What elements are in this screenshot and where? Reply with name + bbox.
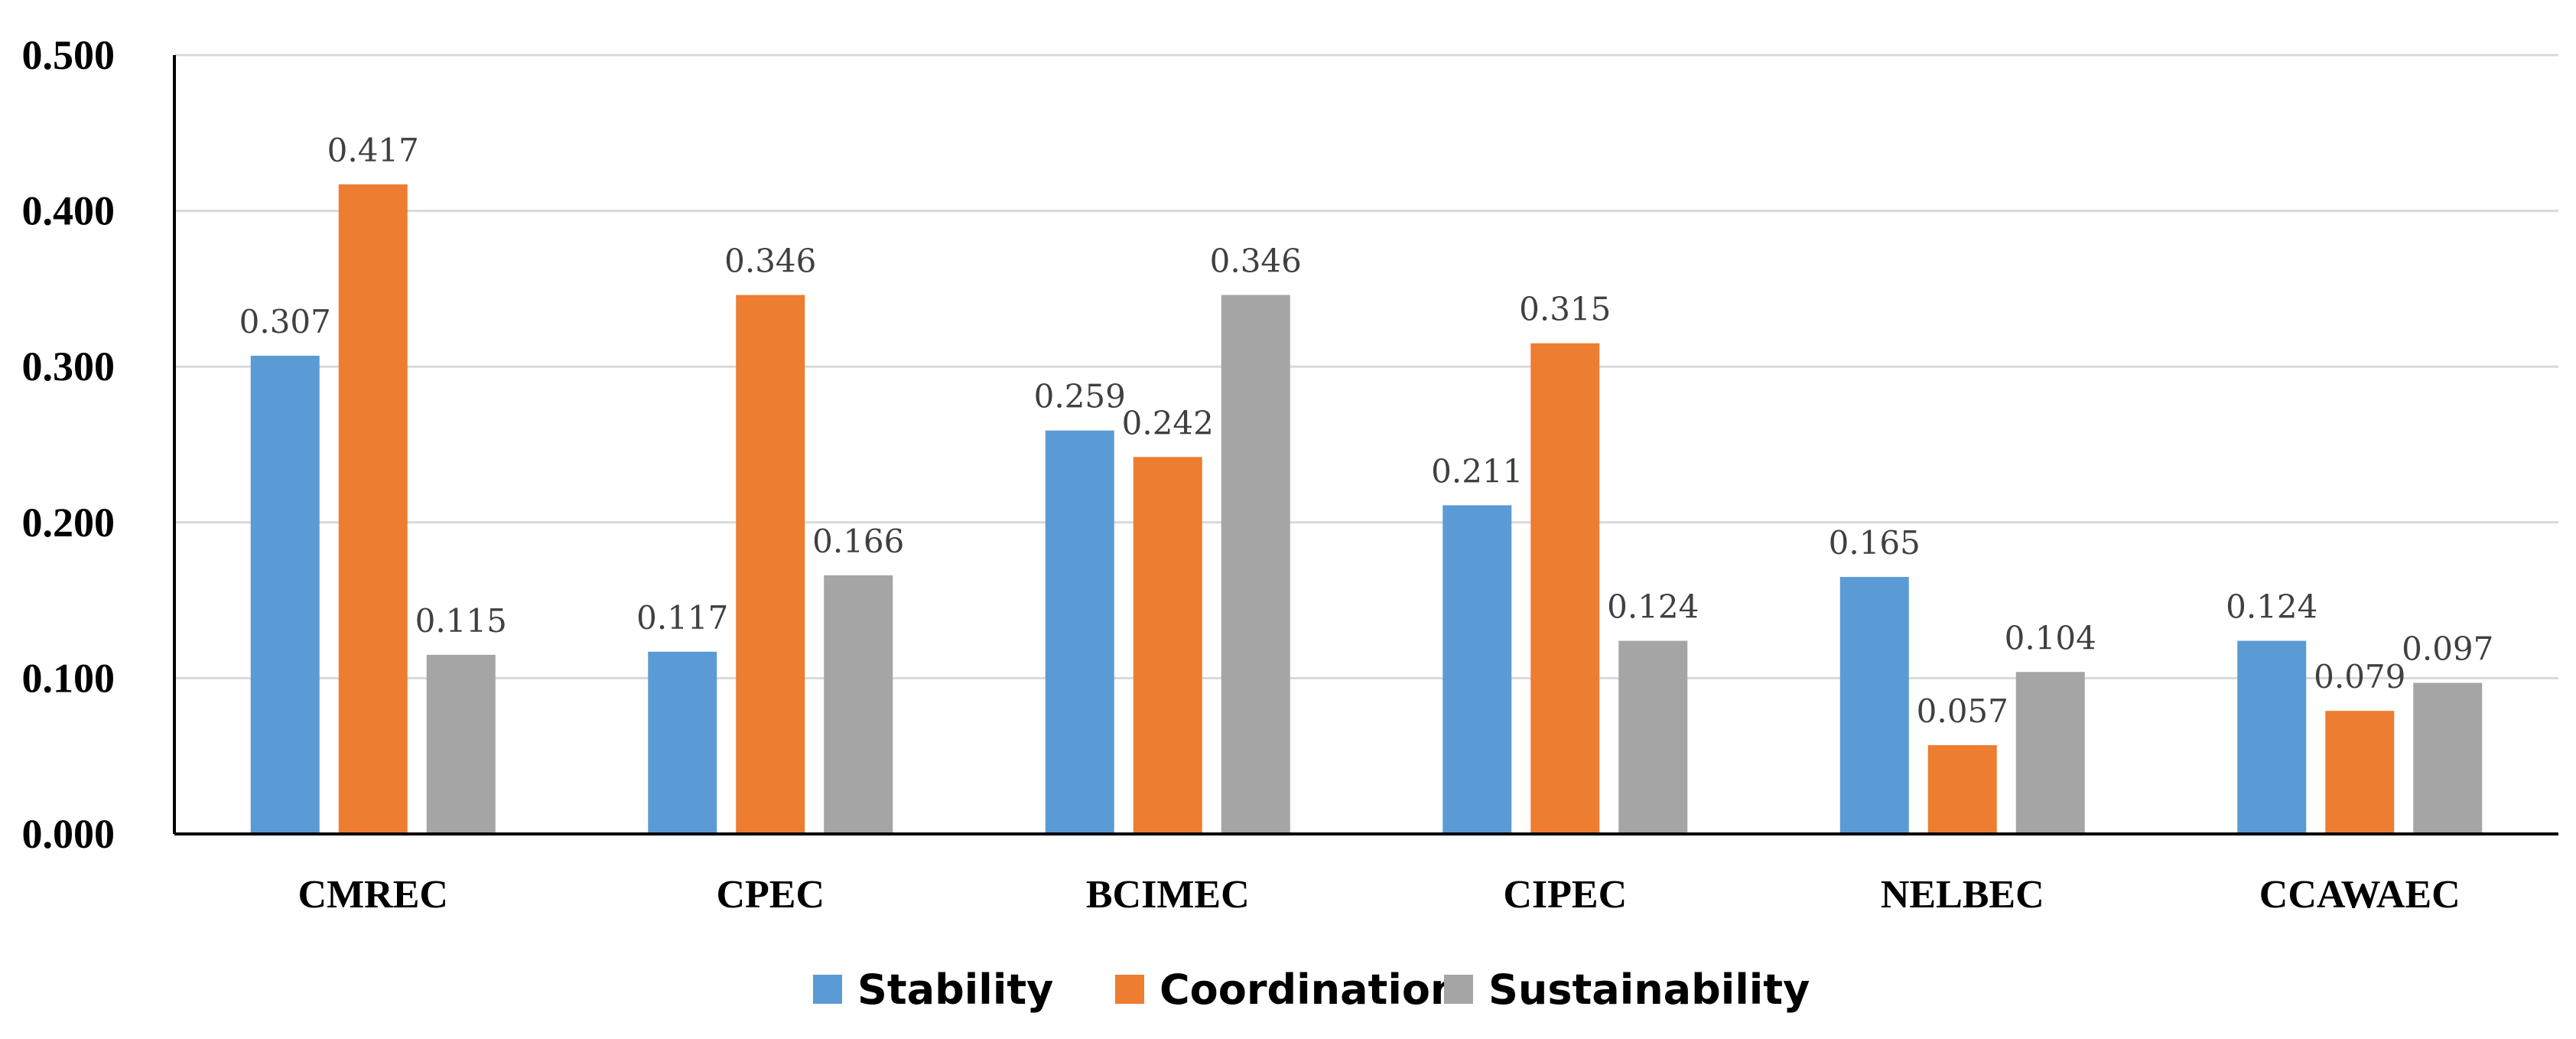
x-axis-ticks: CMREC CPEC BCIMEC CIPEC NELBEC CCAWAEC <box>298 873 2461 917</box>
bar-stability-cmrec <box>250 355 320 834</box>
bar-sustainability-cmrec <box>426 654 496 834</box>
x-tick-label: CMREC <box>298 873 448 917</box>
legend-label: Coordination <box>1160 966 1459 1014</box>
bar-sustainability-ccawaec <box>2413 682 2483 834</box>
legend-item-sustainability: Sustainability <box>1444 966 1810 1014</box>
data-label: 0.117 <box>636 599 728 637</box>
bar-stability-ccawaec <box>2237 640 2307 834</box>
x-tick-label: CCAWAEC <box>2259 873 2461 917</box>
y-tick-label: 0.100 <box>22 655 115 701</box>
x-tick-label: NELBEC <box>1881 873 2044 917</box>
legend-swatch <box>813 975 842 1004</box>
y-tick-label: 0.500 <box>22 32 115 78</box>
data-labels: 0.307 0.417 0.115 0.117 0.346 0.166 0.2590.242… <box>239 132 2494 730</box>
bar-stability-cipec <box>1442 505 1512 834</box>
bars <box>250 184 2483 834</box>
x-tick-label: CPEC <box>716 873 825 917</box>
legend: Stability Coordination Sustainability <box>813 966 1810 1014</box>
data-label: 0.315 <box>1519 291 1611 328</box>
bar-coordination-cpec <box>736 295 805 834</box>
x-tick-label: CIPEC <box>1503 873 1627 917</box>
bar-sustainability-cpec <box>824 575 893 834</box>
gridlines <box>174 54 2558 679</box>
data-label: 0.079 <box>2314 658 2405 695</box>
legend-item-coordination: Coordination <box>1115 966 1459 1014</box>
bar-coordination-bcimec <box>1133 457 1202 834</box>
bar-sustainability-nelbec <box>2015 672 2085 834</box>
data-label: 0.307 <box>239 303 331 340</box>
data-label: 0.166 <box>812 523 904 560</box>
bar-sustainability-bcimec <box>1221 295 1290 834</box>
x-tick-label: BCIMEC <box>1086 873 1250 917</box>
data-label: 0.211 <box>1431 452 1523 490</box>
y-axis-ticks: 0.000 0.100 0.200 0.300 0.400 0.500 <box>22 32 115 857</box>
data-label: 0.124 <box>2226 588 2317 626</box>
data-label: 0.346 <box>1210 243 1302 280</box>
bar-coordination-cmrec <box>338 184 408 834</box>
data-label: 0.097 <box>2402 630 2493 668</box>
bar-coordination-nelbec <box>1927 744 1997 834</box>
data-label: 0.124 <box>1607 588 1699 626</box>
legend-item-stability: Stability <box>813 966 1053 1014</box>
legend-label: Sustainability <box>1488 966 1810 1014</box>
y-tick-label: 0.400 <box>22 188 115 234</box>
bar-coordination-cipec <box>1530 343 1600 834</box>
y-tick-label: 0.000 <box>22 811 115 857</box>
data-label: 0.346 <box>724 243 816 280</box>
data-label: 0.115 <box>415 602 507 640</box>
bar-coordination-ccawaec <box>2325 711 2395 834</box>
bar-stability-bcimec <box>1045 430 1114 834</box>
legend-label: Stability <box>857 966 1053 1014</box>
bar-stability-cpec <box>648 651 717 834</box>
data-label: 0.417 <box>327 132 419 169</box>
bar-sustainability-cipec <box>1618 640 1688 834</box>
legend-swatch <box>1115 975 1144 1004</box>
data-label: 0.104 <box>2005 619 2096 656</box>
legend-swatch <box>1444 975 1473 1004</box>
data-label: 0.259 <box>1034 378 1126 415</box>
bar-stability-nelbec <box>1839 577 1909 834</box>
data-label: 0.057 <box>1917 692 2008 730</box>
data-label: 0.242 <box>1122 404 1214 441</box>
y-tick-label: 0.200 <box>22 500 115 546</box>
y-tick-label: 0.300 <box>22 344 115 389</box>
data-label: 0.165 <box>1829 524 1921 562</box>
